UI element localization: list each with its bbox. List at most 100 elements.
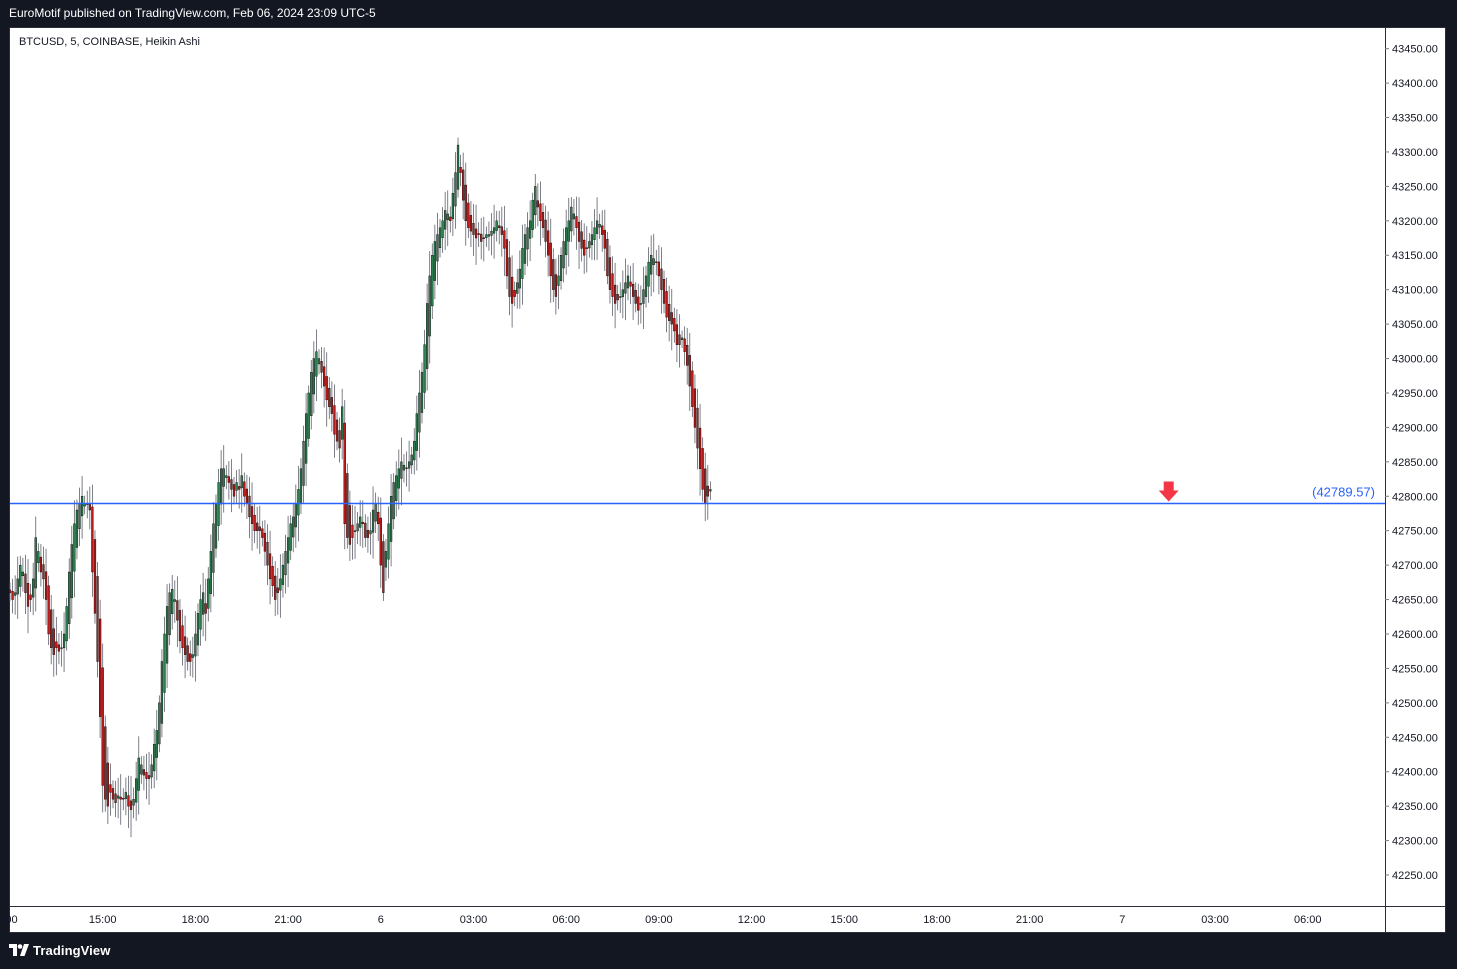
chart-panel[interactable]: BTCUSD, 5, COINBASE, Heikin Ashi bbox=[9, 27, 1446, 933]
candle-body bbox=[580, 231, 583, 249]
candle-body bbox=[541, 212, 545, 228]
candle-body bbox=[55, 641, 58, 648]
candle-body bbox=[168, 592, 171, 636]
candle-body bbox=[8, 589, 12, 593]
down-arrow-icon bbox=[1158, 481, 1179, 502]
candle-body bbox=[178, 610, 182, 642]
candle-body bbox=[266, 542, 269, 566]
candle-body bbox=[603, 229, 606, 249]
y-tick-label: 42500.00 bbox=[1392, 698, 1438, 710]
candle-body bbox=[145, 772, 148, 779]
candle-body bbox=[245, 488, 249, 504]
candle-body bbox=[183, 636, 187, 655]
candle-body bbox=[351, 524, 354, 538]
candle-body bbox=[253, 514, 256, 531]
candlestick-chart[interactable]: 43450.00 43400.00 43350.00 43300.00 43250.00… bbox=[0, 0, 1457, 933]
y-tick-label: 42350.00 bbox=[1392, 801, 1438, 813]
candle-body bbox=[209, 551, 212, 594]
candle-body bbox=[505, 239, 509, 277]
candle-body bbox=[176, 600, 179, 621]
y-tick-label: 43000.00 bbox=[1392, 354, 1438, 366]
y-tick-label: 43300.00 bbox=[1392, 147, 1438, 159]
candle-body bbox=[598, 224, 601, 228]
candle-body bbox=[96, 576, 99, 662]
candle-body bbox=[552, 259, 555, 290]
candle-body bbox=[346, 473, 349, 538]
candle-body bbox=[366, 530, 370, 538]
candle-body bbox=[637, 296, 640, 311]
candle-body bbox=[186, 645, 189, 662]
candle-body bbox=[675, 324, 679, 345]
candle-body bbox=[359, 516, 362, 528]
candle-body bbox=[392, 482, 395, 520]
candle-body bbox=[686, 345, 689, 366]
candle-body bbox=[341, 406, 344, 440]
candle-body bbox=[613, 284, 617, 304]
candle-body bbox=[657, 261, 661, 277]
candle-body bbox=[696, 407, 699, 449]
candle-body bbox=[286, 537, 290, 564]
candle-body bbox=[44, 571, 48, 600]
candle-body bbox=[474, 228, 478, 239]
candle-body bbox=[624, 282, 627, 294]
candle-body bbox=[325, 376, 328, 401]
candle-body bbox=[127, 795, 130, 807]
tradingview-brand-text: TradingView bbox=[33, 943, 111, 958]
candle-body bbox=[42, 564, 45, 580]
candle-body bbox=[122, 797, 125, 800]
candle-body bbox=[691, 370, 694, 407]
candle-body bbox=[698, 427, 702, 469]
candle-body bbox=[454, 172, 457, 207]
candle-body bbox=[240, 475, 243, 489]
y-tick-label: 42300.00 bbox=[1392, 836, 1438, 848]
x-tick-label: :00 bbox=[2, 914, 17, 926]
x-tick-label: 03:00 bbox=[460, 914, 488, 926]
candle-body bbox=[374, 502, 377, 522]
candle-body bbox=[119, 796, 122, 800]
candle-body bbox=[106, 762, 109, 807]
candle-body bbox=[238, 486, 241, 490]
candle-body bbox=[204, 603, 207, 614]
candle-body bbox=[338, 430, 341, 449]
candle-body bbox=[595, 220, 599, 234]
candle-body bbox=[302, 440, 305, 486]
candle-body bbox=[431, 255, 434, 307]
candle-body bbox=[632, 283, 635, 297]
candle-body bbox=[585, 247, 588, 249]
candle-body bbox=[207, 578, 210, 609]
candle-body bbox=[29, 594, 32, 600]
x-tick-label: 03:00 bbox=[1201, 914, 1229, 926]
y-tick-label: 43050.00 bbox=[1392, 319, 1438, 331]
candle-body bbox=[616, 294, 619, 301]
tradingview-logo[interactable]: TradingView bbox=[9, 943, 110, 958]
candle-body bbox=[634, 290, 637, 304]
x-tick-label: 15:00 bbox=[831, 914, 859, 926]
candle-body bbox=[78, 502, 81, 529]
candle-body bbox=[258, 526, 261, 531]
candle-body bbox=[469, 215, 473, 232]
candle-body bbox=[153, 743, 156, 772]
candle-body bbox=[289, 523, 292, 551]
candle-body bbox=[472, 223, 475, 235]
candle-body bbox=[526, 227, 529, 250]
candle-body bbox=[500, 226, 503, 235]
candle-body bbox=[16, 578, 19, 595]
candle-body bbox=[652, 258, 655, 265]
candle-body bbox=[199, 599, 202, 630]
candle-body bbox=[250, 506, 254, 525]
y-tick-label: 43150.00 bbox=[1392, 250, 1438, 262]
candle-body bbox=[70, 544, 73, 599]
candle-body bbox=[235, 482, 238, 491]
y-tick-label: 42650.00 bbox=[1392, 595, 1438, 607]
candle-body bbox=[26, 583, 30, 607]
candle-body bbox=[395, 475, 398, 501]
candle-body bbox=[371, 509, 375, 533]
candle-body bbox=[93, 539, 97, 614]
y-tick-label: 42800.00 bbox=[1392, 491, 1438, 503]
y-tick-label: 42750.00 bbox=[1392, 526, 1438, 538]
candle-body bbox=[400, 461, 403, 479]
candle-body bbox=[37, 551, 40, 564]
candle-body bbox=[279, 578, 282, 591]
candle-body bbox=[480, 233, 483, 242]
candle-body bbox=[165, 606, 169, 664]
